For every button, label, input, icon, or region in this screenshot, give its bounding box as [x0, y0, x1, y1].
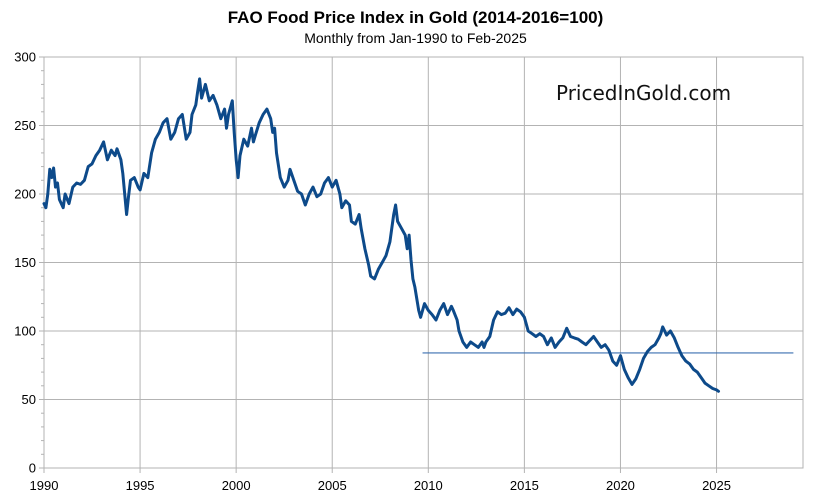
- chart-title: FAO Food Price Index in Gold (2014-2016=…: [227, 8, 604, 27]
- tick-labels: 0 50 100 150 200 250 300 1990 1995 2000 2005 2010 20…: [14, 50, 731, 494]
- chart-subtitle: Monthly from Jan-1990 to Feb-2025: [304, 30, 527, 46]
- grid-lines: [43, 56, 803, 469]
- plot-frame: [43, 56, 804, 469]
- watermark-text: PricedInGold.com: [556, 81, 731, 105]
- x-tick-label: 2005: [318, 478, 347, 493]
- y-tick-label: 200: [14, 187, 36, 202]
- x-tick-label: 2025: [702, 478, 731, 493]
- x-tick-label: 2015: [510, 478, 539, 493]
- axes: [39, 56, 804, 473]
- y-tick-label: 0: [29, 461, 36, 476]
- x-tick-label: 2020: [606, 478, 635, 493]
- x-tick-label: 1990: [30, 478, 59, 493]
- x-tick-label: 2010: [414, 478, 443, 493]
- series-line: [42, 77, 720, 393]
- x-tick-label: 2000: [222, 478, 251, 493]
- y-tick-label: 50: [22, 392, 36, 407]
- y-tick-label: 250: [14, 118, 36, 133]
- y-tick-label: 300: [14, 50, 36, 65]
- y-tick-label: 100: [14, 324, 36, 339]
- series-group: [42, 77, 720, 393]
- x-tick-label: 1995: [126, 478, 155, 493]
- y-tick-label: 150: [14, 255, 36, 270]
